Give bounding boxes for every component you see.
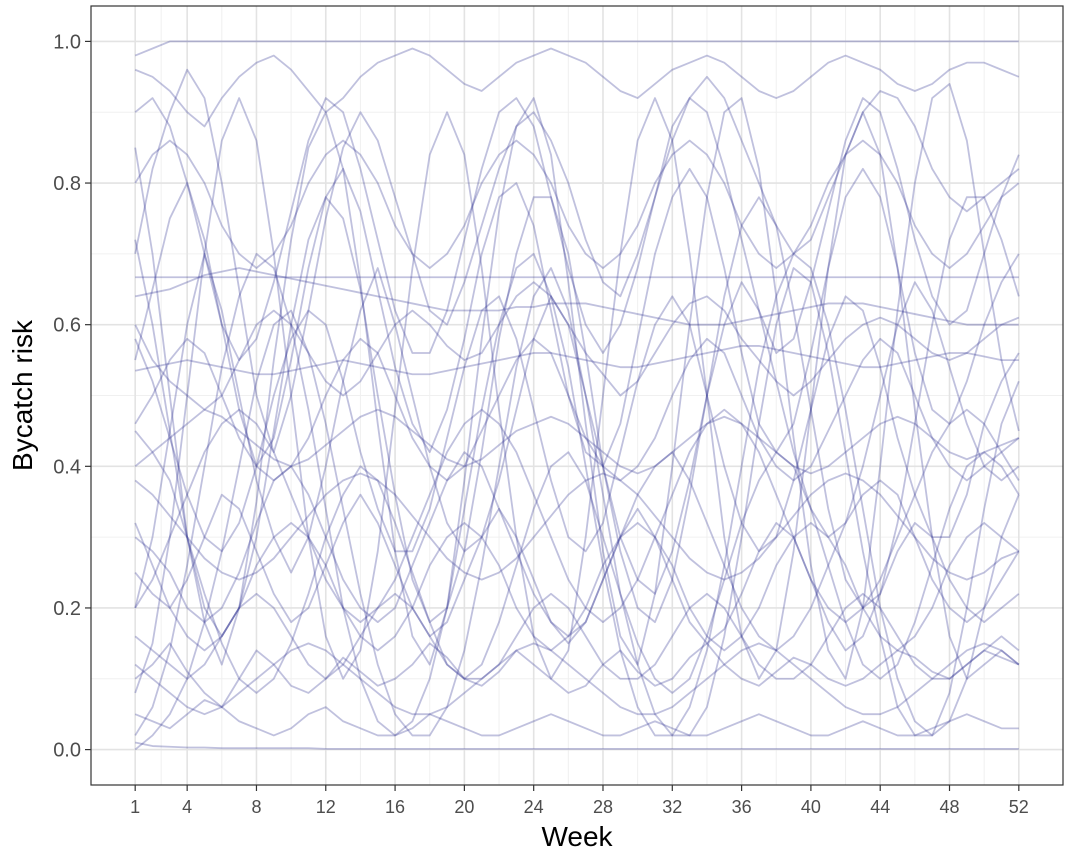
x-tick-label: 48 <box>939 797 959 817</box>
series-line-8 <box>134 699 1019 737</box>
series-line-24 <box>134 337 1020 482</box>
series-line-7 <box>134 642 1020 708</box>
x-tick-label: 52 <box>1009 797 1029 817</box>
minor-gridlines <box>91 6 1063 785</box>
y-tick-label: 0.8 <box>53 173 81 195</box>
series-line-2 <box>134 741 1019 750</box>
series-line-26 <box>134 522 1020 652</box>
y-axis: 0.0 0.2 0.4 0.6 0.8 1.0 <box>53 31 91 762</box>
x-tick-label: 32 <box>662 797 682 817</box>
series-line-18 <box>134 267 1020 751</box>
y-tick-label: 0.0 <box>53 740 81 762</box>
x-axis: 1 4 8 12 16 20 24 28 32 36 40 44 48 52 <box>130 785 1029 817</box>
series-line-17 <box>134 83 1020 680</box>
x-tick-label: 40 <box>801 797 821 817</box>
series-line-22 <box>134 642 1020 716</box>
series-line-9 <box>134 47 1020 128</box>
series-line-11 <box>134 252 1020 609</box>
series-line-29 <box>134 252 1020 737</box>
x-axis-title: Week <box>541 821 613 852</box>
y-axis-title: Bycatch risk <box>7 319 38 471</box>
y-tick-label: 0.4 <box>53 456 81 478</box>
series-line-30 <box>134 139 1020 269</box>
series-line-12 <box>134 430 1020 694</box>
plot-panel-border <box>90 5 1064 786</box>
series-line-25 <box>134 97 1020 361</box>
series-line-13 <box>134 451 1020 652</box>
series-line-27 <box>134 295 1020 553</box>
y-tick-label: 0.2 <box>53 598 81 620</box>
y-tick-label: 1.0 <box>53 31 81 53</box>
series-line-4 <box>134 267 1019 326</box>
series-line-5 <box>134 345 1019 376</box>
major-gridlines <box>91 6 1063 785</box>
series-line-6 <box>134 281 1020 411</box>
series-lines <box>134 40 1020 751</box>
series-line-19 <box>134 493 1020 652</box>
x-tick-label: 24 <box>524 797 544 817</box>
series-line-1 <box>134 40 1019 57</box>
x-tick-label: 16 <box>385 797 405 817</box>
x-tick-label: 36 <box>732 797 752 817</box>
y-tick-label: 0.6 <box>53 315 81 337</box>
x-tick-label: 8 <box>251 797 261 817</box>
series-line-14 <box>134 592 1020 680</box>
x-tick-label: 1 <box>130 797 140 817</box>
x-tick-label: 44 <box>870 797 890 817</box>
x-tick-label: 4 <box>182 797 192 817</box>
x-tick-label: 20 <box>454 797 474 817</box>
series-line-15 <box>134 167 1020 468</box>
series-line-23 <box>134 196 1020 638</box>
series-line-21 <box>134 472 1020 581</box>
series-line-28 <box>134 408 1020 624</box>
x-tick-label: 12 <box>316 797 336 817</box>
series-line-10 <box>134 68 1020 454</box>
x-tick-label: 28 <box>593 797 613 817</box>
series-line-20 <box>134 97 1020 694</box>
series-line-16 <box>134 408 1020 475</box>
